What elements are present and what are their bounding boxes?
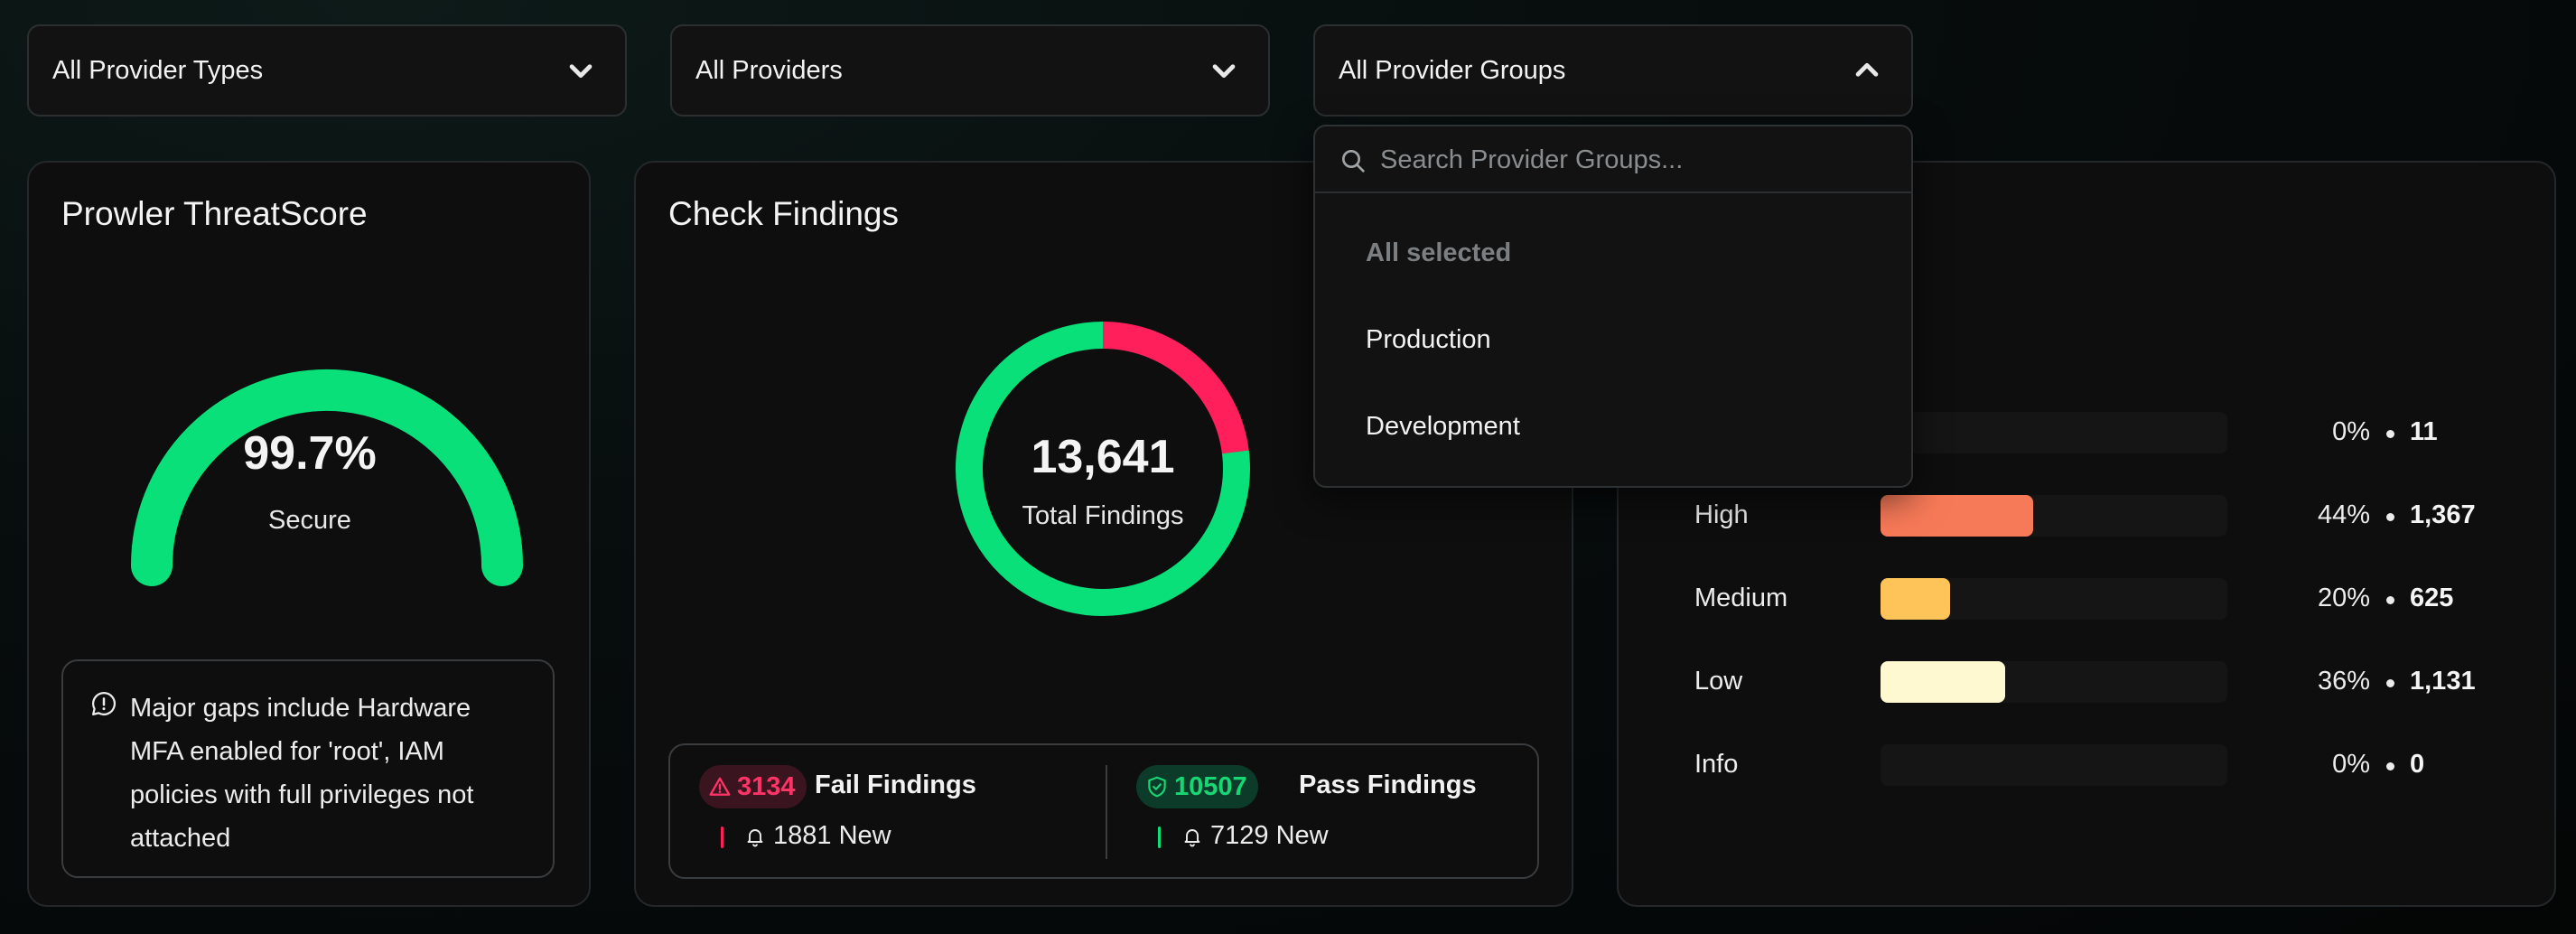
severity-percent: 0% [2332, 750, 2370, 779]
provider-group-select[interactable]: All Provider Groups [1313, 24, 1913, 117]
severity-bar-track [1881, 661, 2227, 703]
pass-new: 7129 New [1181, 821, 1329, 851]
severity-name: Low [1694, 667, 1743, 696]
severity-name: Info [1694, 750, 1739, 779]
severity-count: 1,367 [2410, 500, 2476, 529]
provider-groups-search-input[interactable] [1380, 139, 1886, 181]
severity-row: 0% 11 [1619, 412, 2554, 453]
severity-count: 1,131 [2410, 667, 2476, 696]
fail-count: 3134 [737, 771, 796, 801]
fail-count-badge: 3134 [699, 765, 807, 808]
provider-type-select[interactable]: All Provider Types [27, 24, 627, 117]
severity-count: 11 [2410, 417, 2438, 446]
severity-percent: 36% [2317, 667, 2370, 696]
shield-check-icon [1148, 776, 1166, 798]
bell-icon [747, 828, 763, 846]
provider-groups-search [1315, 126, 1911, 193]
message-alert-icon [92, 691, 117, 715]
provider-type-select-value: All Provider Types [52, 55, 264, 85]
threatscore-note: Major gaps include Hardware MFA enabled … [61, 659, 555, 878]
threatscore-value: 99.7% [243, 427, 377, 480]
severity-row: Medium 20% 625 [1619, 578, 2554, 620]
provider-groups-dropdown: All selected Production Development [1313, 125, 1913, 488]
chevron-up-icon [1855, 62, 1879, 77]
findings-summary: 3134 Fail Findings 1881 New 10507 Pass F… [668, 743, 1539, 879]
search-icon [1342, 150, 1365, 173]
separator-dot [2386, 596, 2394, 604]
severity-row: High 44% 1,367 [1619, 495, 2554, 537]
chevron-down-icon [1212, 64, 1236, 79]
severity-bar-fill [1881, 661, 2006, 703]
severity-count: 625 [2410, 584, 2454, 612]
total-findings-value: 13,641 [1031, 431, 1175, 483]
threatscore-label: Secure [268, 506, 351, 535]
severity-percent: 44% [2317, 500, 2370, 529]
fail-findings-label: Fail Findings [815, 771, 976, 799]
provider-group-select-value: All Provider Groups [1339, 55, 1566, 85]
severity-name: Medium [1694, 584, 1788, 612]
warning-triangle-icon [709, 777, 731, 796]
findings-donut-chart [956, 322, 1250, 616]
bell-icon [1184, 828, 1200, 846]
separator-dot [2386, 679, 2394, 687]
threatscore-card: Prowler ThreatScore 99.7% Secure Major g… [27, 161, 591, 907]
summary-divider [1106, 765, 1107, 859]
dropdown-option-all-selected[interactable]: All selected [1366, 238, 1512, 267]
severity-percent: 20% [2317, 584, 2370, 612]
pass-count: 10507 [1174, 771, 1247, 801]
threatscore-note-text: Major gaps include Hardware MFA enabled … [130, 694, 474, 853]
severity-row: Low 36% 1,131 [1619, 661, 2554, 703]
threatscore-title: Prowler ThreatScore [61, 195, 368, 232]
pass-count-badge: 10507 [1136, 765, 1258, 808]
fail-new-marker [721, 827, 723, 848]
severity-count: 0 [2410, 750, 2425, 779]
total-findings-label: Total Findings [1022, 501, 1184, 530]
dropdown-option-development[interactable]: Development [1366, 412, 1520, 441]
threatscore-gauge [131, 369, 523, 586]
provider-select-value: All Providers [695, 55, 843, 85]
pass-findings-label: Pass Findings [1299, 771, 1477, 799]
provider-select[interactable]: All Providers [670, 24, 1270, 117]
severity-bar-fill [1881, 495, 2033, 537]
pass-new-text: 7129 New [1210, 821, 1329, 850]
severity-name: High [1694, 500, 1749, 529]
separator-dot [2386, 513, 2394, 521]
dropdown-option-production[interactable]: Production [1366, 325, 1491, 354]
severity-bar-track [1881, 744, 2227, 786]
severity-row: Info 0% 0 [1619, 744, 2554, 786]
donut-fail-segment [956, 322, 1250, 616]
separator-dot [2386, 430, 2394, 438]
severity-bar-fill [1881, 578, 1950, 620]
severity-bar-track [1881, 412, 2227, 453]
severity-bar-track [1881, 495, 2227, 537]
severity-percent: 0% [2332, 417, 2370, 446]
chevron-down-icon [569, 64, 593, 79]
pass-new-marker [1158, 827, 1161, 848]
fail-new: 1881 New [744, 821, 891, 851]
fail-new-text: 1881 New [773, 821, 891, 850]
check-findings-title: Check Findings [668, 195, 900, 232]
severity-bar-track [1881, 578, 2227, 620]
separator-dot [2386, 762, 2394, 771]
